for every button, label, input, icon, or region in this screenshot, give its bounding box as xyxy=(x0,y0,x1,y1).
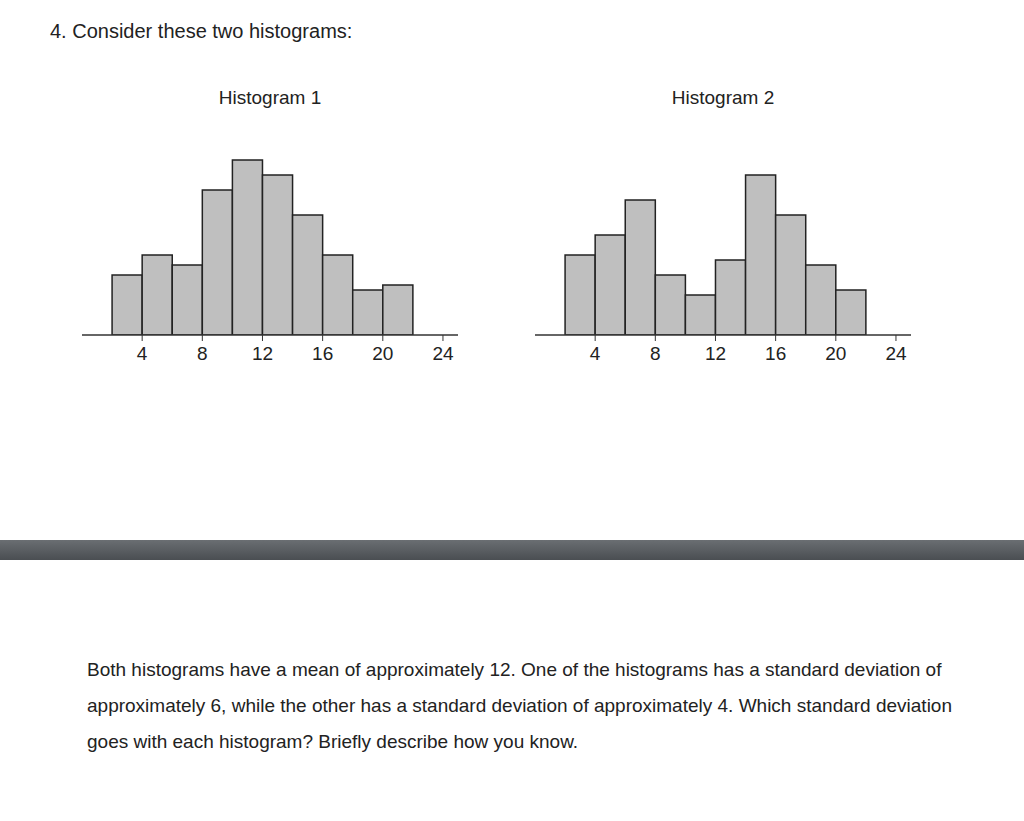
svg-text:4: 4 xyxy=(590,343,601,364)
svg-text:16: 16 xyxy=(312,343,333,364)
svg-text:12: 12 xyxy=(252,343,273,364)
svg-text:12: 12 xyxy=(705,343,726,364)
svg-text:20: 20 xyxy=(825,343,846,364)
svg-text:20: 20 xyxy=(372,343,393,364)
svg-text:24: 24 xyxy=(432,343,454,364)
svg-text:24: 24 xyxy=(885,343,907,364)
html-text:Histogram 2: Histogram 2 xyxy=(671,87,775,108)
html-text:Both histograms have a mean of: Both histograms have a mean of approxima… xyxy=(87,659,952,752)
svg-text:16: 16 xyxy=(765,343,786,364)
html-text:Histogram 1: Histogram 1 xyxy=(218,87,322,108)
html-text:4. Consider these two histogra: 4. Consider these two histograms: xyxy=(50,20,353,42)
svg-text:4: 4 xyxy=(137,343,148,364)
svg-text:8: 8 xyxy=(650,343,661,364)
svg-text:8: 8 xyxy=(197,343,208,364)
